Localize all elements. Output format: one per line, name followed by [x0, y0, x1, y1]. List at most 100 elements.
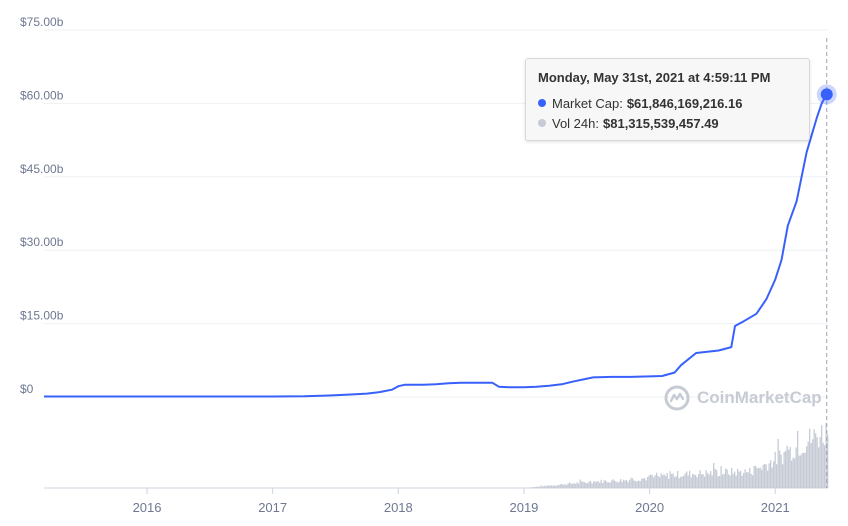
volume-bar — [796, 447, 797, 488]
y-tick-label: $0 — [20, 382, 34, 396]
volume-bar — [817, 437, 818, 488]
volume-bar — [811, 443, 812, 488]
volume-bar — [559, 485, 560, 488]
volume-bar — [545, 486, 546, 488]
volume-bar — [667, 473, 668, 488]
volume-bar — [610, 483, 611, 488]
volume-bar — [629, 480, 630, 488]
volume-bar — [770, 460, 771, 488]
volume-bar — [764, 464, 765, 488]
volume-bar — [533, 487, 534, 488]
volume-bar — [680, 477, 681, 488]
coinmarketcap-logo-icon — [663, 384, 691, 412]
volume-bar — [799, 456, 800, 488]
volume-bar — [760, 467, 761, 488]
volume-bar — [659, 477, 660, 488]
volume-bar — [593, 481, 594, 488]
volume-bar — [530, 487, 531, 488]
volume-bar — [685, 473, 686, 488]
volume-bar — [650, 474, 651, 488]
volume-bar — [557, 485, 558, 488]
volume-bar — [794, 458, 795, 488]
volume-bar — [601, 480, 602, 488]
volume-bar — [547, 486, 548, 488]
volume-bar — [731, 468, 732, 488]
volume-bar — [814, 429, 815, 488]
volume-bar — [815, 433, 816, 488]
volume-bar — [754, 466, 755, 488]
volume-bar — [655, 475, 656, 488]
volume-label: Vol 24h: — [552, 116, 599, 131]
volume-bar — [773, 461, 774, 488]
volume-bar — [574, 483, 575, 488]
volume-bar — [736, 476, 737, 488]
volume-bar — [566, 485, 567, 488]
volume-bar — [664, 474, 665, 488]
volume-bar — [595, 482, 596, 488]
volume-bar — [713, 463, 714, 488]
volume-bar — [631, 478, 632, 488]
volume-bar — [766, 464, 767, 488]
volume-bar — [668, 479, 669, 488]
volume-bar — [556, 486, 557, 488]
volume-bar — [788, 450, 789, 488]
y-tick-label: $30.00b — [20, 235, 64, 249]
volume-bar — [626, 480, 627, 488]
volume-bar — [568, 483, 569, 488]
volume-bar — [647, 477, 648, 488]
volume-bar — [793, 458, 794, 488]
y-tick-label: $60.00b — [20, 88, 64, 102]
volume-bar — [637, 481, 638, 488]
volume-bar — [538, 487, 539, 488]
volume-bar — [646, 480, 647, 488]
volume-bar — [724, 474, 725, 488]
volume-bar — [676, 476, 677, 488]
volume-bar — [683, 476, 684, 488]
volume-bar — [746, 472, 747, 488]
volume-bar — [778, 439, 779, 488]
hover-point[interactable] — [821, 88, 833, 100]
volume-bar — [758, 468, 759, 488]
volume-bar — [706, 470, 707, 488]
x-tick-label: 2016 — [133, 500, 162, 515]
volume-bar — [644, 478, 645, 488]
volume-bar — [806, 446, 807, 488]
volume-bar — [823, 443, 824, 488]
volume-bar — [598, 481, 599, 488]
volume-bar — [536, 487, 537, 488]
volume-bar — [740, 471, 741, 488]
tooltip: Monday, May 31st, 2021 at 4:59:11 PM Mar… — [525, 58, 810, 141]
volume-bar — [635, 481, 636, 488]
volume-bar — [670, 471, 671, 488]
volume-bar — [808, 442, 809, 488]
volume-bar — [686, 472, 687, 488]
volume-bar — [638, 481, 639, 488]
volume-bar — [751, 474, 752, 488]
volume-bar — [580, 479, 581, 488]
market-cap-label: Market Cap: — [552, 96, 623, 111]
volume-bar — [695, 475, 696, 488]
volume-bar — [739, 472, 740, 488]
volume-bar — [641, 479, 642, 488]
volume-bar — [674, 477, 675, 488]
volume-bar — [551, 485, 552, 488]
volume-bar — [577, 482, 578, 488]
volume-bar — [625, 481, 626, 488]
volume-bar — [590, 481, 591, 488]
x-tick-label: 2018 — [384, 500, 413, 515]
volume-bar — [757, 468, 758, 488]
volume-bar — [599, 483, 600, 488]
volume-bar — [749, 468, 750, 488]
volume-bar — [572, 484, 573, 488]
x-tick-label: 2017 — [258, 500, 287, 515]
volume-bar — [548, 485, 549, 488]
volume-bar — [658, 476, 659, 488]
volume-bar — [737, 469, 738, 488]
volume-bar — [571, 484, 572, 488]
volume-bar — [634, 480, 635, 488]
volume-bar — [544, 486, 545, 488]
volume-bar — [619, 482, 620, 488]
y-tick-label: $75.00b — [20, 15, 64, 29]
